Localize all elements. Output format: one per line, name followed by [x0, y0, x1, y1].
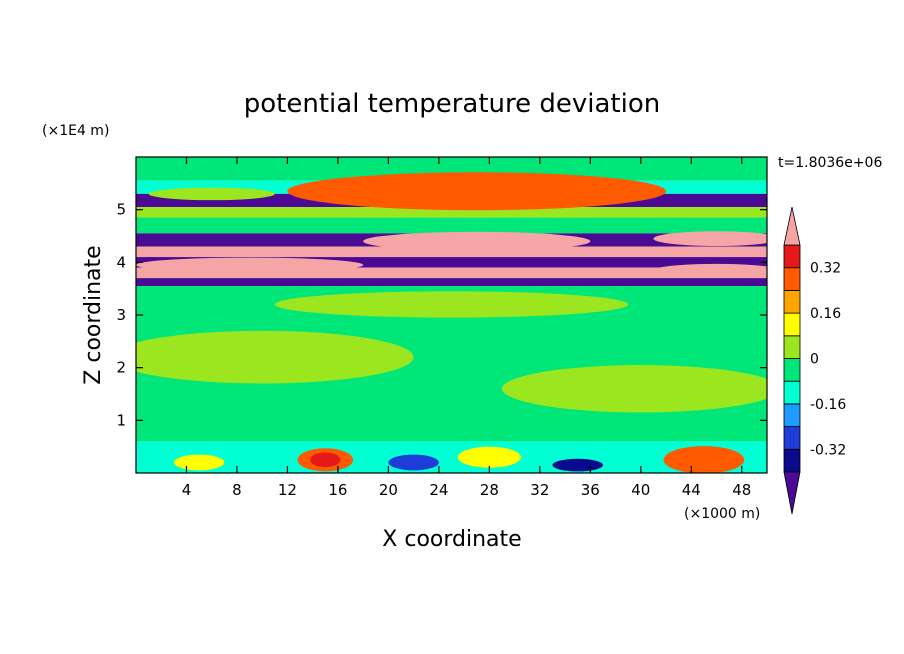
x-tick-label: 28 — [480, 481, 499, 499]
colorbar-segment — [783, 244, 801, 269]
contour-band — [136, 267, 767, 279]
contour-region — [287, 172, 667, 211]
contour-region — [274, 291, 629, 318]
x-axis-ticks: 4 8 12 16 20 24 28 32 36 40 44 48 — [182, 157, 751, 499]
contour-region — [552, 458, 603, 472]
contour-field — [136, 157, 767, 473]
colorbar-segment — [783, 358, 801, 382]
contour-band — [136, 278, 767, 287]
colorbar-tick-label: 0 — [810, 352, 819, 368]
x-tick-label: 20 — [379, 481, 398, 499]
contour-band — [136, 257, 767, 268]
colorbar-segment — [783, 426, 801, 450]
colorbar-tick-label: -0.16 — [810, 397, 846, 413]
contour-region — [363, 231, 591, 251]
colorbar-segment — [783, 289, 801, 314]
colorbar-tick-label: -0.32 — [810, 442, 846, 458]
x-axis-label: X coordinate — [382, 527, 521, 552]
x-tick-label: 44 — [682, 481, 701, 499]
time-label: t=1.8036e+06 — [778, 155, 882, 171]
contour-region — [173, 454, 225, 471]
colorbar-upper-extension — [783, 206, 801, 246]
y-tick-label: 4 — [116, 253, 126, 271]
y-unit-label: (×1E4 m) — [42, 123, 109, 139]
y-tick-label: 2 — [116, 359, 126, 377]
colorbar-segment — [783, 267, 801, 291]
colorbar-segment — [783, 448, 801, 473]
x-unit-label: (×1000 m) — [684, 506, 760, 522]
colorbar-segment — [783, 312, 801, 337]
colorbar-tick-label: 0.16 — [810, 306, 841, 322]
x-tick-label: 8 — [232, 481, 242, 499]
x-tick-label: 36 — [581, 481, 600, 499]
x-tick-label: 16 — [328, 481, 347, 499]
contour-band — [136, 157, 767, 181]
contour-region — [310, 452, 341, 468]
y-tick-label: 1 — [116, 411, 126, 429]
contour-region — [502, 365, 767, 413]
y-tick-label: 3 — [116, 306, 126, 324]
contour-band — [136, 246, 767, 258]
contour-region — [663, 446, 745, 473]
contour-band — [136, 217, 767, 234]
colorbar-tick-label: 0.32 — [810, 261, 841, 277]
contour-region — [136, 257, 364, 273]
contour-region — [148, 187, 275, 201]
colorbar: 0.32 0.16 0 -0.16 -0.32 — [783, 206, 846, 515]
contour-region — [388, 454, 439, 471]
contour-band — [136, 441, 767, 473]
colorbar-lower-extension — [783, 471, 801, 515]
colorbar-segment — [783, 403, 801, 427]
colorbar-segment — [783, 335, 801, 359]
x-tick-label: 24 — [429, 481, 448, 499]
contour-region — [457, 446, 521, 468]
x-tick-label: 40 — [631, 481, 650, 499]
x-tick-label: 48 — [732, 481, 751, 499]
y-axis-ticks: 1 2 3 4 5 — [116, 201, 767, 429]
x-tick-label: 4 — [182, 481, 192, 499]
contour-region — [653, 231, 767, 247]
x-tick-label: 12 — [278, 481, 297, 499]
x-tick-label: 32 — [530, 481, 549, 499]
contour-region — [136, 330, 414, 384]
y-axis-label: Z coordinate — [81, 245, 106, 384]
contour-band — [136, 207, 767, 218]
chart-title: potential temperature deviation — [244, 89, 660, 119]
contour-region — [653, 263, 767, 277]
y-tick-label: 5 — [116, 201, 126, 219]
colorbar-segment — [783, 380, 801, 405]
